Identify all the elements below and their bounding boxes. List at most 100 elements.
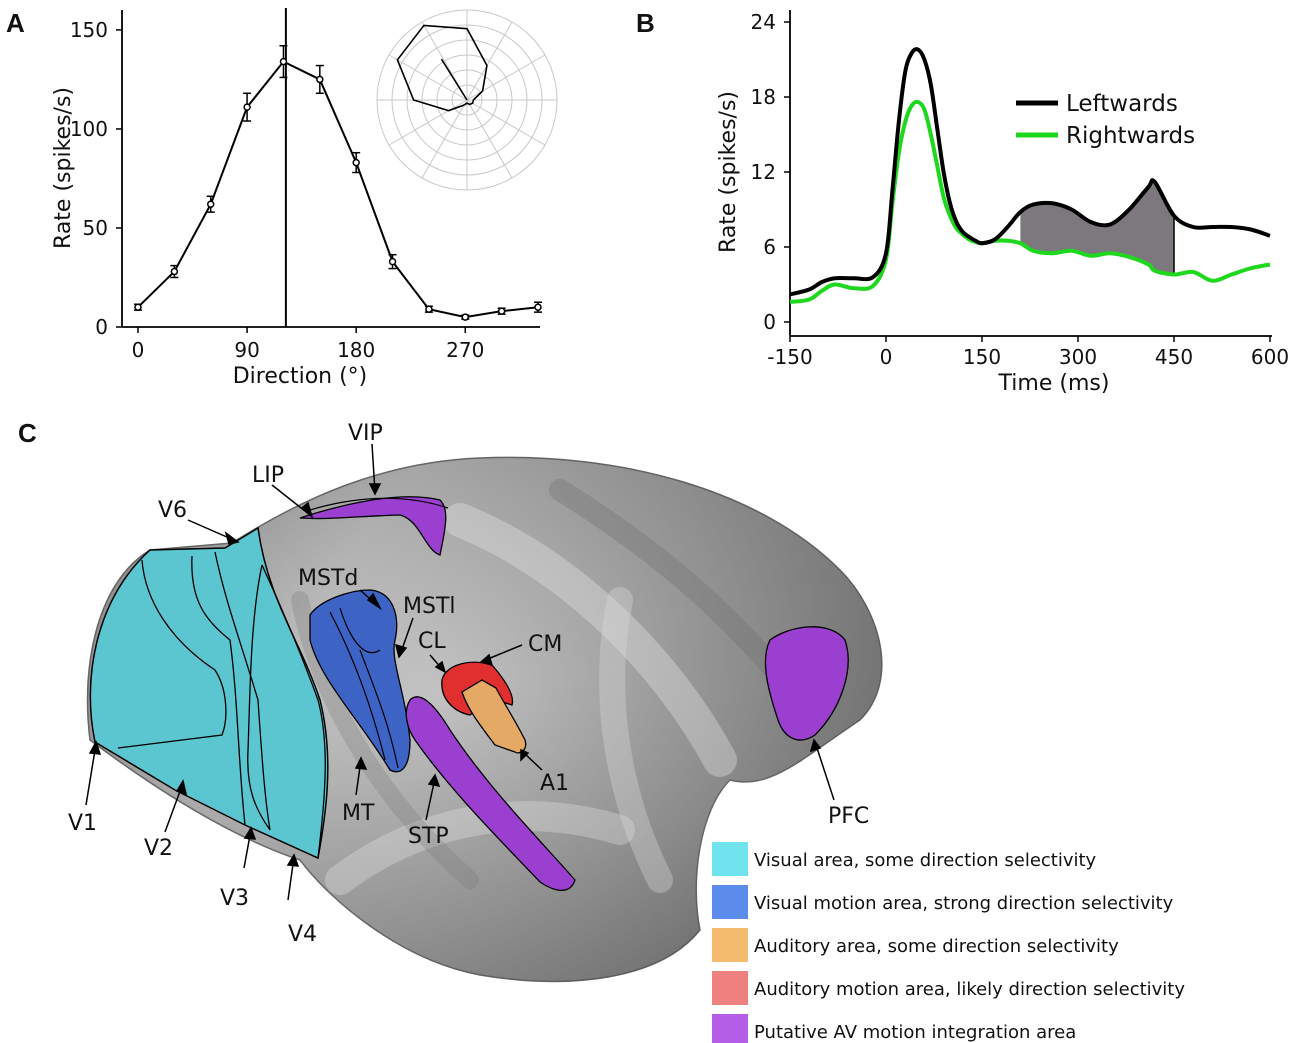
label-v6: V6: [158, 498, 187, 523]
arrowhead-cl: [434, 660, 447, 674]
lip-region: [299, 496, 447, 556]
label-mt: MT: [342, 801, 375, 826]
data-point: [316, 75, 324, 84]
arrowhead-cm: [479, 653, 494, 667]
x-tick-label: 270: [446, 338, 484, 362]
data-point: [170, 267, 179, 276]
y-axis-label: Rate (spikes/s): [716, 91, 741, 253]
legend-label: Putative AV motion integration area: [754, 1022, 1076, 1043]
panel-label-b: B: [636, 8, 655, 38]
x-tick-label: 450: [1155, 345, 1193, 369]
series-rightwards-line: [789, 99, 1271, 304]
legend-label: Auditory motion area, likely direction s…: [754, 979, 1185, 1000]
polar-grid-spoke: [388, 54, 468, 101]
area-boundary: [309, 497, 449, 511]
polar-grid-spoke: [421, 99, 468, 179]
arrowhead-v4: [286, 853, 300, 867]
arrowhead-stp: [427, 773, 441, 787]
a1-region: [461, 679, 527, 754]
x-tick-label: 90: [234, 338, 259, 362]
label-a1: A1: [540, 771, 569, 796]
area-boundary: [359, 649, 399, 769]
area-boundary: [261, 564, 326, 859]
area-boundary: [329, 611, 386, 761]
data-point: [388, 257, 397, 266]
area-boundary: [247, 564, 271, 831]
gyrus-highlight: [325, 801, 635, 895]
x-tick-label: 600: [1251, 345, 1289, 369]
label-mstl: MSTl: [403, 594, 456, 619]
legend-label: Visual area, some direction selectivity: [754, 850, 1097, 871]
difference-shaded-region: [1020, 182, 1174, 275]
y-tick-label: 0: [95, 315, 108, 339]
gyrus-highlight: [443, 503, 737, 777]
label-v1: V1: [68, 811, 97, 836]
y-tick-label: 12: [751, 160, 776, 184]
x-tick-label: 180: [337, 338, 375, 362]
direction-tuning-chart: 0 50 100 150 0 90 180 270 Direction (°) Rate (…: [51, 8, 558, 389]
area-boundary: [191, 555, 246, 826]
data-point: [206, 200, 215, 208]
y-tick-label: 100: [70, 117, 108, 141]
data-point: [279, 57, 288, 66]
y-tick-label: 6: [763, 235, 776, 259]
arrowhead-mt: [354, 756, 368, 770]
legend-swatch: [712, 971, 748, 1005]
label-lip: LIP: [252, 463, 284, 488]
data-point: [497, 307, 506, 315]
data-point: [461, 313, 470, 321]
panel-label-a: A: [6, 8, 25, 38]
label-v3: V3: [220, 886, 249, 911]
polar-tuning-curve: [396, 24, 488, 112]
y-tick-label: 24: [751, 10, 776, 34]
time-course-chart: 0 6 12 18 24 -150 0 150 300 450 600 Leftwards Rig…: [716, 10, 1289, 396]
polar-mean-vector: [440, 58, 468, 101]
x-tick-label: 0: [132, 338, 145, 362]
arrowhead-mstl: [394, 643, 408, 659]
x-tick-label: 0: [880, 345, 893, 369]
legend-swatch: [712, 1014, 748, 1043]
polar-grid-spoke: [466, 54, 546, 101]
data-point: [425, 305, 433, 313]
x-tick-label: 300: [1059, 345, 1097, 369]
legend-label-leftwards: Leftwards: [1066, 91, 1178, 117]
arrowhead-v2: [175, 779, 188, 796]
polar-grid-spoke: [466, 99, 513, 179]
label-pfc: PFC: [828, 804, 869, 829]
polar-inset: [376, 9, 558, 191]
polar-grid-spoke: [466, 21, 513, 101]
area-legend: Visual area, some direction selectivity V…: [712, 842, 1185, 1043]
gyrus-highlight: [599, 587, 673, 893]
y-tick-label: 150: [70, 18, 108, 42]
panel-label-c: C: [18, 418, 37, 448]
x-tick-label: 150: [963, 345, 1001, 369]
arrowhead-vip: [368, 483, 382, 496]
legend-label: Visual motion area, strong direction sel…: [754, 893, 1174, 914]
label-cm: CM: [528, 632, 562, 657]
legend-swatch: [712, 885, 748, 919]
x-axis-label: Direction (°): [233, 364, 368, 389]
data-point: [352, 158, 360, 167]
area-boundary: [214, 551, 271, 831]
arrowhead-v1: [88, 740, 102, 755]
data-point: [134, 303, 142, 311]
label-mstd: MSTd: [298, 566, 358, 591]
area-boundary: [117, 559, 227, 749]
label-cl: CL: [418, 629, 446, 654]
arrow-pfc: [814, 741, 835, 801]
arrowhead-mstd: [366, 592, 382, 611]
arrowhead-v6: [224, 531, 240, 545]
x-tick-label: -150: [767, 345, 812, 369]
arrowhead-v3: [243, 826, 257, 840]
y-tick-label: 18: [751, 85, 776, 109]
area-boundary: [339, 607, 381, 654]
tuning-curve-line: [137, 60, 539, 319]
label-vip: VIP: [348, 421, 383, 446]
data-point: [243, 103, 251, 111]
pfc-region: [764, 626, 849, 741]
legend-label: Auditory area, some direction selectivit…: [754, 936, 1119, 957]
legend-label-rightwards: Rightwards: [1066, 123, 1195, 149]
y-axis-label: Rate (spikes/s): [51, 87, 76, 249]
series-leftwards-line: [789, 47, 1271, 297]
